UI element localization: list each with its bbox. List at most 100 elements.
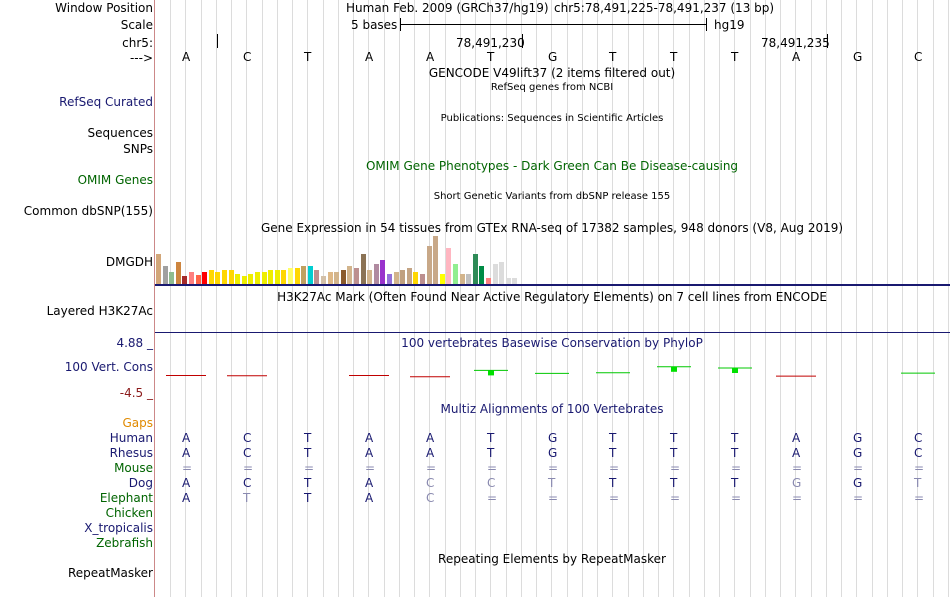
phylop-plot[interactable] [0, 360, 950, 390]
gtex-tissue-bar[interactable] [459, 274, 465, 284]
gtex-tissue-bar[interactable] [248, 274, 254, 284]
species-label[interactable]: Elephant [99, 491, 153, 505]
species-label[interactable]: Zebrafish [96, 536, 153, 550]
gtex-tissue-bar[interactable] [393, 272, 399, 284]
alignment-base: T [304, 476, 312, 490]
gtex-tissue-bar[interactable] [162, 266, 168, 284]
gtex-tissue-bar[interactable] [175, 262, 181, 284]
gtex-tissue-bar[interactable] [268, 270, 274, 284]
omim-track-title[interactable]: OMIM Gene Phenotypes - Dark Green Can Be… [365, 159, 739, 173]
gtex-tissue-bar[interactable] [182, 276, 188, 284]
gtex-track-title[interactable]: Gene Expression in 54 tissues from GTEx … [260, 221, 844, 235]
gtex-tissue-bar[interactable] [492, 264, 498, 284]
assembly-text[interactable]: Human Feb. 2009 (GRCh37/hg19) [346, 1, 549, 15]
gtex-tissue-bar[interactable] [479, 266, 485, 284]
gtex-tissue-bar[interactable] [413, 272, 419, 284]
gtex-gene-label[interactable]: DMGDH [105, 255, 153, 269]
phylop-score-bar [488, 370, 494, 376]
gtex-tissue-bar[interactable] [288, 268, 293, 284]
species-label[interactable]: X_tropicalis [84, 521, 153, 535]
gtex-tissue-bar[interactable] [486, 278, 491, 284]
gtex-bar-chart[interactable] [155, 236, 535, 284]
gtex-tissue-bar[interactable] [294, 268, 300, 284]
gtex-tissue-bar[interactable] [189, 272, 194, 284]
gtex-tissue-bar[interactable] [360, 254, 366, 284]
species-label[interactable]: Rhesus [109, 446, 153, 460]
gtex-tissue-bar[interactable] [367, 270, 373, 284]
gaps-track-label[interactable]: Gaps [122, 416, 153, 430]
gtex-tissue-bar[interactable] [347, 266, 353, 284]
refseq-track-title[interactable]: RefSeq genes from NCBI [490, 82, 614, 93]
gtex-tissue-bar[interactable] [314, 270, 320, 284]
dbsnp-track-label[interactable]: Common dbSNP(155) [23, 204, 153, 218]
gtex-tissue-bar[interactable] [446, 248, 452, 284]
species-label[interactable]: Mouse [114, 461, 153, 475]
gtex-tissue-bar[interactable] [505, 278, 511, 284]
h3k27ac-track-label[interactable]: Layered H3K27Ac [46, 304, 153, 318]
grid-line [170, 0, 171, 597]
publications-track-title[interactable]: Publications: Sequences in Scientific Ar… [440, 113, 664, 124]
omim-track-label[interactable]: OMIM Genes [77, 173, 153, 187]
gtex-tissue-bar[interactable] [301, 266, 307, 284]
dbsnp-track-title[interactable]: Short Genetic Variants from dbSNP releas… [433, 191, 671, 202]
grid-line [460, 0, 461, 597]
gtex-tissue-bar[interactable] [354, 268, 359, 284]
alignment-base: T [670, 446, 678, 460]
strand-label[interactable]: ---> [129, 51, 153, 65]
gtex-tissue-bar[interactable] [420, 274, 425, 284]
refseq-track-label[interactable]: RefSeq Curated [59, 95, 153, 109]
alignment-base: A [182, 491, 191, 505]
gtex-tissue-bar[interactable] [261, 272, 267, 284]
h3k27ac-track-title[interactable]: H3K27Ac Mark (Often Found Near Active Re… [277, 290, 827, 304]
gtex-tissue-bar[interactable] [466, 274, 472, 284]
gtex-tissue-bar[interactable] [439, 274, 445, 284]
gtex-tissue-bar[interactable] [169, 272, 175, 284]
gtex-tissue-bar[interactable] [222, 270, 227, 284]
gtex-tissue-bar[interactable] [208, 270, 214, 284]
phylop-track-label[interactable]: 100 Vert. Cons [64, 360, 153, 374]
gtex-tissue-bar[interactable] [327, 272, 333, 284]
gtex-tissue-bar[interactable] [406, 268, 412, 284]
phylop-track-title[interactable]: 100 vertebrates Basewise Conservation by… [401, 336, 703, 350]
snps-track-label[interactable]: SNPs [123, 142, 153, 156]
grid-line [582, 0, 583, 597]
repeatmasker-track-title[interactable]: Repeating Elements by RepeatMasker [438, 552, 666, 566]
gencode-track-title[interactable]: GENCODE V49lift37 (2 items filtered out) [428, 66, 676, 80]
gtex-tissue-bar[interactable] [499, 262, 505, 284]
repeatmasker-track-label[interactable]: RepeatMasker [67, 566, 153, 580]
species-label[interactable]: Human [109, 431, 153, 445]
multiz-track-title[interactable]: Multiz Alignments of 100 Vertebrates [440, 402, 664, 416]
gtex-tissue-bar[interactable] [433, 236, 439, 284]
species-label[interactable]: Chicken [105, 506, 153, 520]
gtex-tissue-bar[interactable] [255, 272, 260, 284]
gtex-tissue-bar[interactable] [373, 264, 379, 284]
window-position-label: Window Position [55, 1, 153, 15]
alignment-base: A [365, 491, 374, 505]
gtex-tissue-bar[interactable] [380, 260, 386, 284]
sequences-track-label[interactable]: Sequences [87, 126, 153, 140]
base-letter: A [792, 50, 801, 64]
gtex-tissue-bar[interactable] [228, 270, 234, 284]
gtex-tissue-bar[interactable] [241, 276, 247, 284]
gtex-tissue-bar[interactable] [156, 254, 161, 284]
alignment-base: = [609, 461, 620, 475]
gtex-tissue-bar[interactable] [202, 272, 208, 284]
gtex-tissue-bar[interactable] [400, 270, 406, 284]
gtex-tissue-bar[interactable] [321, 276, 326, 284]
gtex-tissue-bar[interactable] [235, 274, 241, 284]
gtex-tissue-bar[interactable] [453, 264, 458, 284]
gtex-tissue-bar[interactable] [281, 270, 287, 284]
gtex-tissue-bar[interactable] [512, 278, 518, 284]
gtex-tissue-bar[interactable] [195, 275, 201, 284]
gtex-tissue-bar[interactable] [387, 274, 392, 284]
gtex-tissue-bar[interactable] [274, 270, 280, 284]
position-text[interactable]: chr5:78,491,225-78,491,237 (13 bp) [554, 1, 775, 15]
gtex-tissue-bar[interactable] [472, 254, 478, 284]
alignment-base: G [853, 431, 863, 445]
gtex-tissue-bar[interactable] [340, 270, 346, 284]
species-label[interactable]: Dog [128, 476, 153, 490]
gtex-tissue-bar[interactable] [215, 272, 221, 284]
gtex-tissue-bar[interactable] [307, 266, 313, 284]
gtex-tissue-bar[interactable] [334, 272, 340, 284]
gtex-tissue-bar[interactable] [426, 246, 432, 284]
